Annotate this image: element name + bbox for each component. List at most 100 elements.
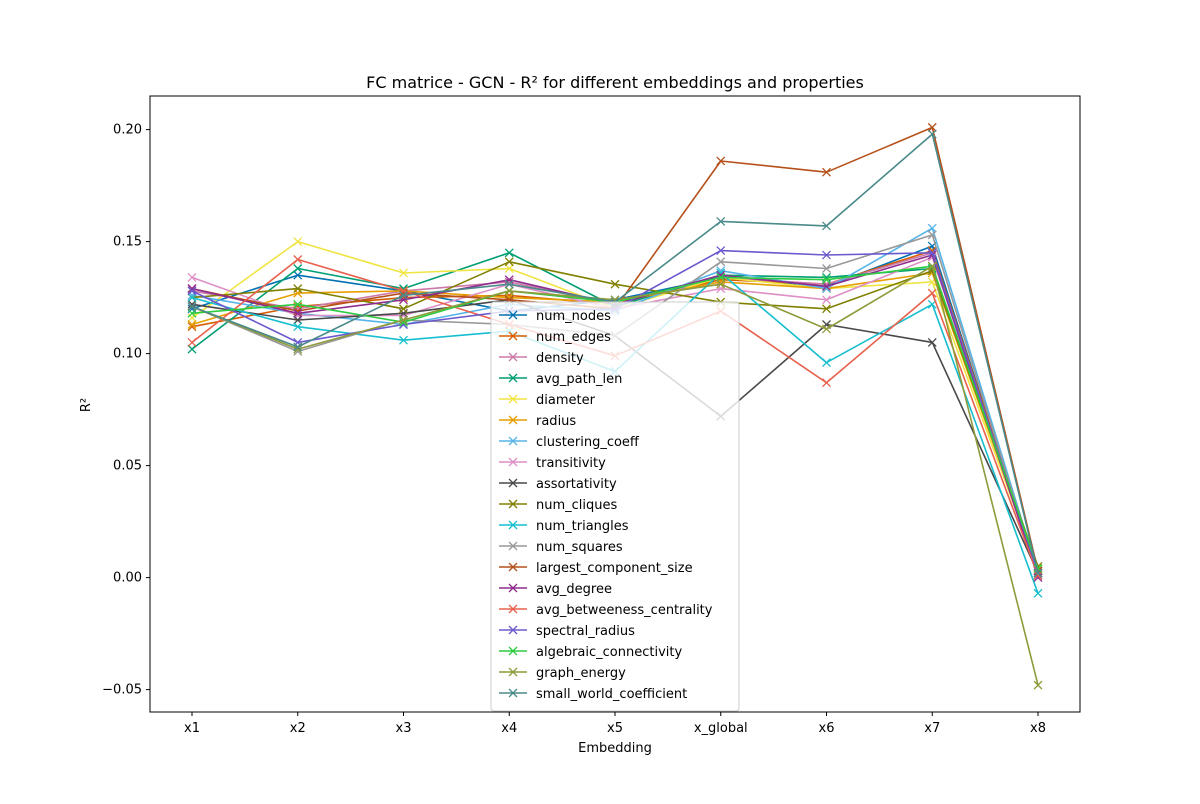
data-point bbox=[610, 279, 620, 289]
legend-label: spectral_radius bbox=[536, 624, 635, 639]
legend-label: num_cliques bbox=[536, 498, 618, 513]
legend-label: algebraic_connectivity bbox=[536, 645, 682, 660]
legend-label: num_nodes bbox=[536, 309, 611, 324]
legend-marker bbox=[508, 625, 518, 635]
legend-label: num_edges bbox=[536, 330, 611, 345]
x-tick-label: x5 bbox=[607, 721, 623, 736]
x-tick-label: x8 bbox=[1030, 721, 1046, 736]
legend-item: num_cliques bbox=[499, 498, 618, 513]
data-point bbox=[822, 250, 831, 260]
data-point bbox=[822, 295, 831, 305]
legend-marker bbox=[508, 415, 518, 425]
x-tick-label: x4 bbox=[501, 721, 517, 736]
legend-box bbox=[490, 301, 740, 712]
data-point bbox=[927, 230, 937, 240]
data-point bbox=[504, 264, 514, 273]
data-point bbox=[716, 272, 726, 282]
legend-label: radius bbox=[536, 414, 576, 429]
legend-item: avg_degree bbox=[499, 582, 612, 597]
legend-marker bbox=[508, 541, 518, 551]
data-point bbox=[822, 275, 831, 285]
data-point bbox=[1033, 568, 1043, 578]
data-point bbox=[927, 122, 937, 132]
data-point bbox=[187, 302, 197, 312]
legend-item: largest_component_size bbox=[499, 561, 693, 576]
legend-label: small_world_coefficient bbox=[536, 687, 687, 702]
data-point bbox=[927, 288, 937, 298]
legend-marker bbox=[508, 520, 518, 530]
legend-item: graph_energy bbox=[499, 666, 626, 681]
y-tick-label: −0.05 bbox=[102, 683, 142, 698]
data-point bbox=[822, 358, 831, 368]
data-point bbox=[504, 248, 514, 258]
x-tick-label: x1 bbox=[184, 721, 200, 736]
y-tick-label: 0.15 bbox=[113, 235, 142, 250]
data-point bbox=[927, 223, 937, 233]
data-point bbox=[187, 344, 197, 354]
legend-item: algebraic_connectivity bbox=[499, 645, 682, 660]
legend-item: diameter bbox=[499, 393, 596, 408]
data-point bbox=[822, 281, 831, 291]
data-point bbox=[716, 279, 726, 289]
legend-marker bbox=[508, 436, 518, 446]
axes: −0.05 0.00 0.05 0.10 0.15 0.20 x1 x2 x3 x4 x5 x_glo… bbox=[102, 95, 1081, 736]
data-point bbox=[187, 337, 197, 347]
legend-item: transitivity bbox=[499, 456, 606, 471]
legend-marker bbox=[508, 583, 518, 593]
legend-label: avg_betweeness_centrality bbox=[536, 603, 713, 618]
legend-item: clustering_coeff bbox=[499, 435, 640, 450]
data-point bbox=[927, 337, 937, 347]
data-point bbox=[293, 270, 303, 280]
data-point bbox=[187, 272, 197, 282]
data-point bbox=[399, 290, 408, 300]
data-point bbox=[293, 255, 303, 264]
y-tick-label: 0.10 bbox=[113, 347, 142, 362]
data-point bbox=[716, 246, 726, 256]
data-point bbox=[822, 378, 831, 388]
data-point bbox=[399, 304, 408, 314]
data-point bbox=[187, 284, 197, 294]
data-point bbox=[399, 335, 408, 345]
legend-item: avg_betweeness_centrality bbox=[499, 603, 713, 618]
legend-marker bbox=[508, 331, 518, 341]
data-point bbox=[187, 293, 197, 303]
data-point bbox=[1033, 588, 1043, 598]
legend-label: largest_component_size bbox=[536, 561, 693, 576]
legend-item: small_world_coefficient bbox=[499, 687, 687, 702]
y-tick-label: 0.00 bbox=[113, 571, 142, 586]
data-point bbox=[822, 324, 831, 334]
legend-label: clustering_coeff bbox=[536, 435, 640, 450]
x-tick-label: x3 bbox=[396, 721, 412, 736]
x-tick-label: x_global bbox=[694, 721, 748, 736]
legend-marker bbox=[508, 373, 518, 383]
legend-item: radius bbox=[499, 414, 576, 429]
data-point bbox=[716, 257, 726, 267]
data-point bbox=[716, 216, 726, 226]
legend-label: diameter bbox=[536, 393, 596, 408]
data-point bbox=[927, 248, 937, 258]
legend-label: assortativity bbox=[536, 477, 617, 492]
legend-item: density bbox=[499, 351, 584, 366]
legend-label: graph_energy bbox=[536, 666, 626, 681]
legend-marker bbox=[508, 352, 518, 362]
legend-label: num_squares bbox=[536, 540, 623, 555]
data-point bbox=[1033, 680, 1043, 690]
data-point bbox=[1033, 570, 1043, 580]
legend-item: avg_path_len bbox=[499, 372, 622, 387]
legend-item: assortativity bbox=[499, 477, 617, 492]
x-tick-label: x2 bbox=[290, 721, 306, 736]
x-tick-label: x7 bbox=[924, 721, 940, 736]
data-point bbox=[399, 315, 408, 325]
legend-label: avg_degree bbox=[536, 582, 612, 597]
data-point bbox=[293, 308, 303, 318]
data-point bbox=[399, 268, 408, 278]
y-axis-label: R² bbox=[79, 398, 94, 412]
data-point bbox=[187, 313, 197, 323]
data-point bbox=[822, 221, 831, 231]
legend-item: num_squares bbox=[499, 540, 623, 555]
legend-item: spectral_radius bbox=[499, 624, 635, 639]
legend-marker bbox=[508, 562, 518, 572]
